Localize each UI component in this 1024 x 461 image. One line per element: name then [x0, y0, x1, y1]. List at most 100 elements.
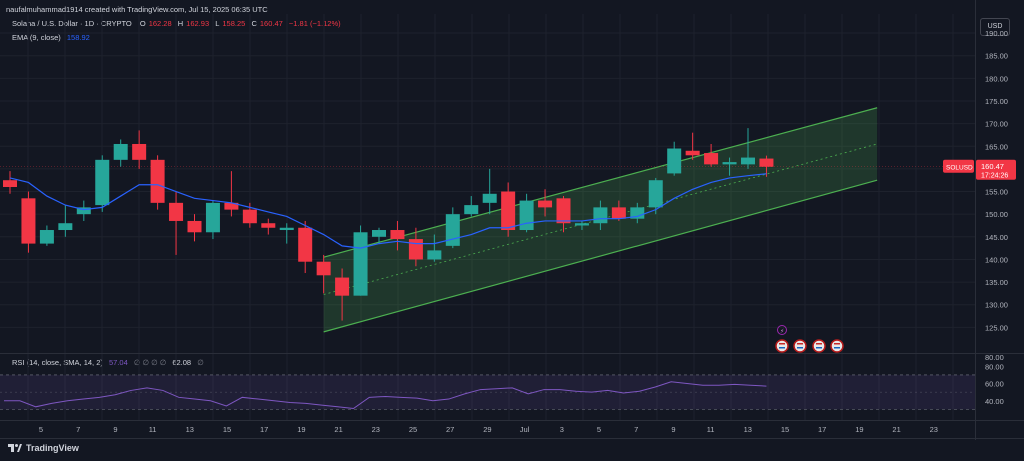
candle-body — [648, 180, 663, 208]
flag-stripe — [779, 343, 785, 345]
candle-body — [390, 230, 405, 240]
symbol-legend: Solana / U.S. Dollar · 1D · CRYPTO O 162.… — [12, 19, 341, 28]
time-tick-label: 21 — [892, 425, 900, 434]
last-price-value: 160.47 — [981, 162, 1004, 171]
candle-body — [21, 198, 36, 244]
event-markers: ⚡ — [775, 325, 844, 353]
rsi-label: RSI (14, close, SMA, 14, 2) — [12, 358, 103, 367]
candle-body — [261, 223, 276, 228]
close-label: C — [251, 19, 257, 28]
rsi-value: 57.04 — [108, 358, 128, 367]
flag-stripe — [816, 347, 822, 349]
time-tick-label: 17 — [818, 425, 826, 434]
high-value: 162.93 — [186, 19, 210, 28]
candle-body — [335, 277, 350, 296]
open-value: 162.28 — [148, 19, 172, 28]
lightning-glyph: ⚡ — [780, 328, 784, 335]
candle-body — [408, 239, 423, 260]
flag-stripe — [797, 343, 803, 345]
candle-body — [316, 261, 331, 276]
candle-body — [445, 214, 460, 246]
ema-value: 158.92 — [66, 33, 90, 42]
time-tick-label: 29 — [483, 425, 491, 434]
candle-body — [298, 227, 313, 262]
candle-body — [538, 200, 553, 208]
candle-body — [464, 205, 479, 215]
flag-stripe — [834, 347, 840, 349]
pane-scale-label: 80.00 — [985, 353, 1004, 362]
candle-body — [685, 150, 700, 156]
time-tick-label: 19 — [855, 425, 863, 434]
time-tick-label: 7 — [76, 425, 80, 434]
price-tick-label: 165.00 — [985, 142, 1008, 151]
rsi-tick-label: 40.00 — [985, 397, 1004, 406]
open-label: O — [139, 19, 146, 28]
flag-stripe — [834, 343, 840, 345]
flag-stripe — [779, 347, 785, 349]
lightning-event-icon — [777, 325, 787, 335]
rsi-value-2: 62.08 — [172, 358, 192, 367]
candles — [3, 128, 774, 321]
price-tick-label: 145.00 — [985, 233, 1008, 242]
candle-body — [76, 207, 91, 215]
high-label: H — [177, 19, 184, 28]
candle-body — [722, 162, 737, 165]
time-tick-label: 27 — [446, 425, 454, 434]
close-value: 160.47 — [259, 19, 283, 28]
change-value: −1.81 (−1.12%) — [288, 19, 341, 28]
time-tick-label: 5 — [597, 425, 601, 434]
candle-body — [556, 198, 571, 224]
time-tick-label: 13 — [186, 425, 194, 434]
time-tick-label: 19 — [297, 425, 305, 434]
countdown-value: 17:24:26 — [981, 172, 1008, 179]
time-tick-label: 23 — [372, 425, 380, 434]
candle-body — [704, 153, 719, 165]
price-tick-label: 175.00 — [985, 97, 1008, 106]
price-tick-label: 190.00 — [985, 29, 1008, 38]
price-tick-label: 135.00 — [985, 278, 1008, 287]
tradingview-logo-icon — [8, 444, 22, 452]
candle-body — [113, 143, 128, 160]
low-value: 158.25 — [222, 19, 246, 28]
rsi-line — [4, 381, 767, 410]
candle-body — [132, 143, 147, 160]
channel-lower-line — [323, 179, 878, 333]
price-tick-label: 155.00 — [985, 188, 1008, 197]
candle-body — [242, 209, 257, 224]
price-tick-label: 180.00 — [985, 74, 1008, 83]
time-tick-label: 15 — [781, 425, 789, 434]
ema-legend: EMA (9, close) 158.92 — [12, 33, 90, 42]
candle-body — [150, 159, 165, 203]
candle-body — [353, 232, 368, 296]
flag-stripe — [797, 347, 803, 349]
us-flag-event-icon — [793, 339, 807, 353]
price-tick-label: 150.00 — [985, 210, 1008, 219]
candle-body — [482, 193, 497, 203]
currency-button[interactable]: USD — [980, 18, 1010, 36]
time-tick-label: 11 — [149, 425, 157, 434]
time-tick-label: 17 — [260, 425, 268, 434]
time-tick-label: 21 — [334, 425, 342, 434]
candle-body — [3, 180, 17, 187]
price-tick-label: 125.00 — [985, 323, 1008, 332]
us-flag-event-icon — [775, 339, 789, 353]
rsi-tick-label: 80.00 — [985, 362, 1004, 371]
symbol-badge-label: SOLUSD — [946, 164, 973, 171]
rsi-band — [0, 374, 975, 410]
time-tick-label: 23 — [930, 425, 938, 434]
us-flag-event-icon — [830, 339, 844, 353]
price-tick-label: 170.00 — [985, 120, 1008, 129]
flag-stripe — [816, 343, 822, 345]
candle-body — [593, 207, 608, 224]
brand-label: TradingView — [26, 443, 79, 453]
rsi-extra: ∅ — [197, 358, 204, 367]
brand-footer[interactable]: TradingView — [8, 443, 79, 453]
rsi-legend: RSI (14, close, SMA, 14, 2) 57.04 ∅ ∅ ∅ … — [12, 358, 204, 367]
candle-body — [279, 227, 294, 231]
price-tick-label: 185.00 — [985, 52, 1008, 61]
time-tick-label: 7 — [634, 425, 638, 434]
candle-body — [611, 207, 626, 219]
candle-body — [667, 148, 682, 174]
symbol-badge — [943, 159, 974, 173]
